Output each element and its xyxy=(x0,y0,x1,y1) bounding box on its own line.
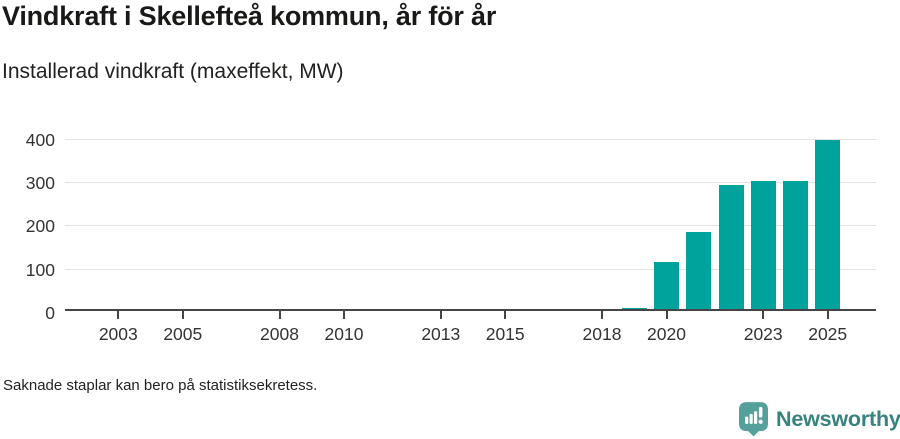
bar-2024 xyxy=(782,181,808,311)
newsworthy-wordmark: Newsworthy xyxy=(776,407,900,431)
y-axis-label-200: 200 xyxy=(25,216,55,236)
y-axis-label-300: 300 xyxy=(25,173,55,193)
y-gridline-300 xyxy=(65,182,876,183)
y-gridline-200 xyxy=(65,225,876,226)
footnote: Saknade staplar kan bero på statistiksek… xyxy=(3,377,318,394)
y-gridline-400 xyxy=(65,139,876,140)
x-tick-2013 xyxy=(439,311,442,319)
bar-2020 xyxy=(654,262,679,311)
x-axis-label-2005: 2005 xyxy=(163,324,203,344)
newsworthy-bubble-chart-icon xyxy=(739,402,768,437)
x-axis-label-2013: 2013 xyxy=(421,324,461,344)
x-axis-label-2025: 2025 xyxy=(808,324,848,344)
y-axis-label-400: 400 xyxy=(25,130,55,150)
x-tick-2025 xyxy=(826,311,829,319)
x-axis-label-2003: 2003 xyxy=(98,324,138,344)
mini-bar-2 xyxy=(749,413,753,424)
bar-2021 xyxy=(686,231,712,311)
x-axis-label-2008: 2008 xyxy=(260,324,299,344)
x-tick-2018 xyxy=(601,311,603,319)
x-axis-label-2018: 2018 xyxy=(582,324,622,344)
exclamation-stem xyxy=(758,406,763,418)
speech-bubble-shape xyxy=(739,402,768,437)
x-tick-2008 xyxy=(278,311,281,319)
newsworthy-logo: Newsworthy xyxy=(739,402,900,437)
bar-2025 xyxy=(815,140,841,311)
x-axis-label-2023: 2023 xyxy=(743,324,783,344)
chart-subtitle: Installerad vindkraft (maxeffekt, MW) xyxy=(2,60,344,83)
x-tick-2015 xyxy=(504,311,507,319)
x-axis-label-2010: 2010 xyxy=(324,324,364,344)
bar-2022 xyxy=(718,184,744,311)
x-tick-2010 xyxy=(343,311,345,319)
mini-bar-1 xyxy=(745,416,749,424)
y-axis-label-0: 0 xyxy=(45,303,55,323)
x-tick-2023 xyxy=(762,311,765,319)
x-tick-2005 xyxy=(181,311,184,319)
y-gridline-100 xyxy=(65,269,876,270)
bar-2023 xyxy=(750,181,776,311)
x-axis-line xyxy=(65,309,876,311)
exclamation-dot xyxy=(758,419,763,424)
x-axis-label-2020: 2020 xyxy=(647,324,686,344)
chart-title: Vindkraft i Skellefteå kommun, år för år xyxy=(2,1,497,31)
mini-bar-3 xyxy=(753,411,758,424)
x-tick-2003 xyxy=(117,311,120,319)
x-tick-2020 xyxy=(665,311,668,319)
x-axis-label-2015: 2015 xyxy=(485,324,525,344)
y-axis-label-100: 100 xyxy=(25,260,55,280)
